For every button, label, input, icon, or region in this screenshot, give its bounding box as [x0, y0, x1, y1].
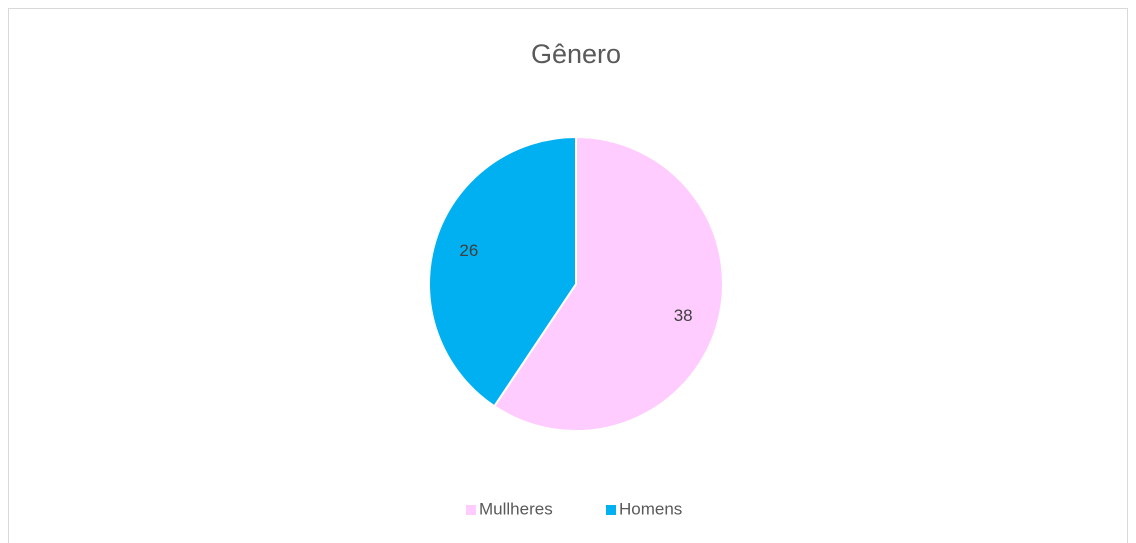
- data-label: 38: [674, 306, 693, 325]
- legend-label: Mullheres: [479, 499, 553, 518]
- data-label: 26: [459, 241, 478, 260]
- chart-title: Gênero: [531, 39, 621, 69]
- pie-slice: [492, 135, 724, 432]
- legend-swatch: [606, 505, 616, 515]
- legend-swatch: [466, 505, 476, 515]
- legend-label: Homens: [619, 499, 682, 518]
- pie-slice: [428, 135, 577, 408]
